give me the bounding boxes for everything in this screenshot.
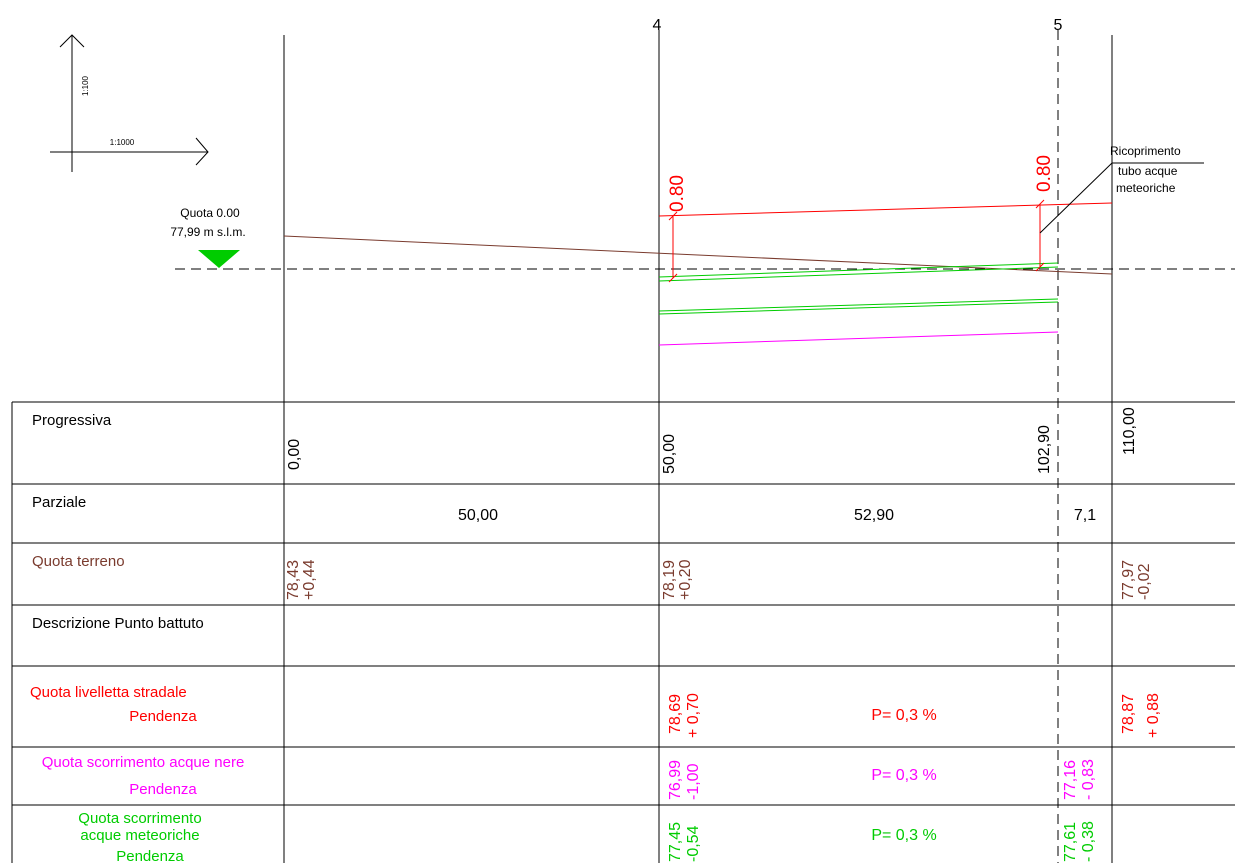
storm-pipe-invert-line-2 (658, 301, 1059, 315)
black-water-delta: -1,00 (685, 763, 702, 800)
row-label-progressiva: Progressiva (32, 412, 112, 429)
terrain-value: 77,97 (1120, 560, 1137, 600)
section-label-4: 4 (653, 17, 662, 34)
right-arrow-icon (195, 137, 209, 166)
terrain-value: 78,19 (661, 560, 678, 600)
road-values: 78,69 + 0,70 P= 0,3 % 78,87 + 0,88 (667, 693, 1162, 738)
cover-dimensions: 0.80 0.80 Ricoprimento tubo acque meteor… (667, 144, 1204, 283)
profile-lines (283, 202, 1113, 346)
partial-value: 52,90 (854, 507, 894, 524)
cover-tick-top-5 (1035, 199, 1045, 209)
black-water-value: 77,16 (1062, 760, 1079, 800)
profile-table-grid (11, 401, 1235, 863)
terrain-delta: -0,02 (1136, 563, 1153, 600)
road-value: 78,69 (667, 694, 684, 734)
reference-title: Quota 0.00 (180, 206, 240, 220)
black-water-line (658, 331, 1059, 346)
cover-note-leader (1039, 162, 1113, 234)
cover-value-5: 0.80 (1034, 155, 1055, 192)
row-label-descrizione: Descrizione Punto battuto (32, 615, 204, 632)
black-water-delta: - 0,83 (1080, 759, 1097, 800)
row-label-acque-nere-pendenza: Pendenza (129, 781, 197, 798)
black-water-values: 76,99 -1,00 P= 0,3 % 77,16 - 0,83 (667, 759, 1097, 800)
storm-water-values: 77,45 -0,54 P= 0,3 % 77,61 - 0,38 (667, 821, 1097, 862)
road-delta: + 0,70 (685, 693, 702, 738)
terrain-delta: +0,44 (301, 559, 318, 600)
road-line (658, 202, 1113, 217)
cover-tick-bottom-5 (1035, 262, 1045, 272)
storm-pipe-top-line (658, 262, 1059, 278)
road-slope: P= 0,3 % (871, 707, 936, 724)
terrain-values: 78,43 +0,44 78,19 +0,20 77,97 -0,02 (285, 559, 1153, 600)
row-label-scorrimento: Quota scorrimento (78, 810, 201, 827)
reference-datum: Quota 0.00 77,99 m s.l.m. (170, 206, 1235, 270)
cover-tick-top-4 (668, 211, 678, 221)
row-label-livelletta-pendenza: Pendenza (129, 708, 197, 725)
row-label-parziale: Parziale (32, 494, 86, 511)
storm-water-delta: - 0,38 (1080, 821, 1097, 862)
row-label-acque-meteoriche: acque meteoriche (80, 827, 199, 844)
terrain-line (283, 235, 1113, 275)
storm-pipe-top-line-2 (658, 266, 1059, 282)
up-arrow-icon (59, 34, 85, 48)
section-lines: 4 5 (283, 17, 1113, 863)
road-value: 78,87 (1120, 694, 1137, 734)
storm-water-value: 77,45 (667, 822, 684, 862)
partial-value: 50,00 (458, 507, 498, 524)
terrain-value: 78,43 (285, 560, 302, 600)
row-label-quota-livelletta: Quota livelletta stradale (30, 684, 187, 701)
road-delta: + 0,88 (1145, 693, 1162, 738)
datum-marker-icon (198, 250, 240, 268)
storm-water-value: 77,61 (1062, 822, 1079, 862)
storm-water-delta: -0,54 (685, 825, 702, 862)
black-water-slope: P= 0,3 % (871, 767, 936, 784)
terrain-delta: +0,20 (677, 559, 694, 600)
cover-note-line3: meteoriche (1116, 181, 1176, 195)
progressive-values: 0,00 50,00 102,90 110,00 (286, 407, 1138, 474)
reference-elevation: 77,99 m s.l.m. (170, 225, 245, 239)
partial-value: 7,1 (1074, 507, 1096, 524)
storm-water-slope: P= 0,3 % (871, 827, 936, 844)
black-water-value: 76,99 (667, 760, 684, 800)
progressive-value: 110,00 (1121, 407, 1138, 455)
row-label-acque-nere: Quota scorrimento acque nere (42, 754, 245, 771)
cover-note-line1: Ricoprimento (1110, 144, 1181, 158)
cover-tick-bottom-4 (668, 273, 678, 283)
storm-pipe-invert-line (658, 298, 1059, 312)
horizontal-scale-label: 1:1000 (110, 138, 135, 147)
progressive-value: 102,90 (1036, 425, 1053, 474)
vertical-scale-label: 1:100 (81, 75, 90, 96)
progressive-value: 0,00 (286, 439, 303, 470)
cover-value-4: 0.80 (667, 175, 688, 212)
scale-indicator: 1:100 1:1000 (50, 34, 209, 172)
row-labels: Progressiva Parziale Quota terreno Descr… (30, 412, 244, 863)
partial-values: 50,00 52,90 7,1 (458, 507, 1096, 524)
row-label-quota-terreno: Quota terreno (32, 553, 125, 570)
cover-note-line2: tubo acque (1118, 164, 1178, 178)
row-label-meteoriche-pendenza: Pendenza (116, 848, 184, 863)
section-label-5: 5 (1054, 17, 1063, 34)
progressive-value: 50,00 (661, 434, 678, 474)
